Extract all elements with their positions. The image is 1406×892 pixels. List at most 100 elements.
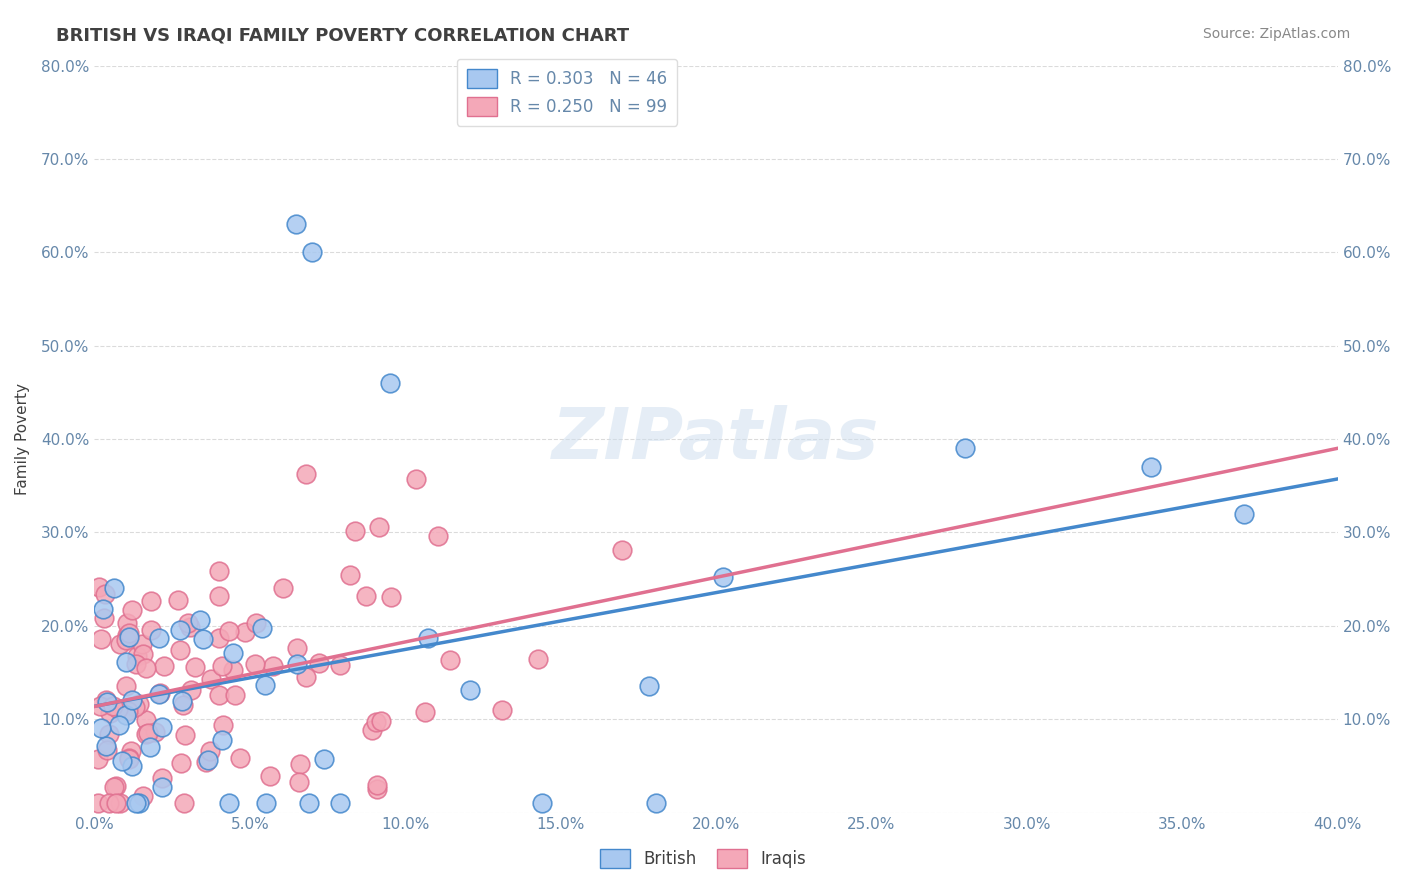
Point (222, 646, 245, 660)
Point (208, 631, 231, 645)
Point (184, 659, 207, 673)
Point (308, 656, 330, 670)
Point (103, 780, 125, 794)
Point (208, 564, 231, 578)
Y-axis label: Family Poverty: Family Poverty (15, 383, 30, 495)
Point (96, 743, 118, 757)
Point (271, 581, 294, 595)
Point (380, 590, 402, 604)
Point (131, 637, 153, 651)
Point (194, 755, 217, 769)
Point (90, 721, 112, 735)
Point (250, 621, 273, 635)
Point (170, 756, 193, 770)
Point (285, 217, 308, 231)
Point (294, 670, 316, 684)
Point (211, 659, 233, 673)
Point (135, 661, 157, 675)
Point (329, 796, 352, 810)
Point (115, 656, 138, 670)
Point (118, 752, 141, 766)
Point (173, 796, 195, 810)
Point (132, 648, 155, 662)
Point (295, 467, 318, 481)
Point (86, 751, 108, 765)
Point (96, 692, 118, 706)
Point (98, 727, 121, 741)
Point (118, 750, 141, 764)
Point (90, 632, 112, 646)
Point (108, 796, 131, 810)
Point (152, 658, 174, 673)
Point (89, 580, 111, 594)
Point (111, 754, 134, 768)
Point (413, 705, 436, 719)
Point (218, 796, 240, 810)
Point (229, 750, 252, 764)
Point (125, 649, 148, 664)
Point (370, 714, 392, 729)
Point (218, 624, 240, 639)
Legend: British, Iraqis: British, Iraqis (593, 842, 813, 875)
Point (114, 633, 136, 648)
Point (172, 698, 194, 712)
Point (366, 782, 388, 797)
Point (610, 542, 633, 557)
Point (105, 796, 128, 810)
Point (1233, 507, 1256, 521)
Point (953, 442, 976, 456)
Point (108, 637, 131, 651)
Point (121, 759, 143, 773)
Point (149, 686, 172, 700)
Point (208, 589, 231, 603)
Point (364, 715, 387, 730)
Point (285, 641, 308, 656)
Point (416, 632, 439, 646)
Point (224, 688, 246, 702)
Point (98, 796, 121, 810)
Point (150, 780, 173, 795)
Point (115, 708, 138, 723)
Point (644, 796, 666, 810)
Point (426, 529, 449, 543)
Point (148, 687, 170, 701)
Point (1140, 460, 1163, 475)
Point (235, 624, 257, 639)
Point (135, 713, 157, 727)
Point (107, 701, 129, 715)
Text: ZIPatlas: ZIPatlas (553, 405, 880, 474)
Point (98, 706, 121, 720)
Point (115, 627, 138, 641)
Point (136, 725, 159, 739)
Point (253, 678, 276, 692)
Point (711, 570, 734, 584)
Point (115, 615, 138, 630)
Point (103, 581, 125, 595)
Point (259, 769, 281, 783)
Point (169, 623, 191, 637)
Point (139, 624, 162, 638)
Point (125, 657, 148, 671)
Point (107, 718, 129, 732)
Point (288, 775, 311, 789)
Point (285, 657, 308, 671)
Point (405, 472, 427, 486)
Point (124, 700, 146, 714)
Point (115, 679, 138, 693)
Point (197, 753, 219, 767)
Text: Source: ZipAtlas.com: Source: ZipAtlas.com (1202, 27, 1350, 41)
Point (366, 778, 388, 792)
Point (179, 620, 201, 634)
Point (212, 718, 235, 732)
Point (89, 698, 111, 713)
Point (128, 796, 150, 810)
Point (458, 683, 481, 698)
Point (298, 796, 321, 810)
Point (128, 697, 150, 711)
Point (150, 771, 173, 785)
Point (378, 376, 401, 390)
Point (638, 679, 661, 693)
Point (360, 723, 382, 738)
Point (368, 519, 391, 533)
Point (191, 632, 214, 647)
